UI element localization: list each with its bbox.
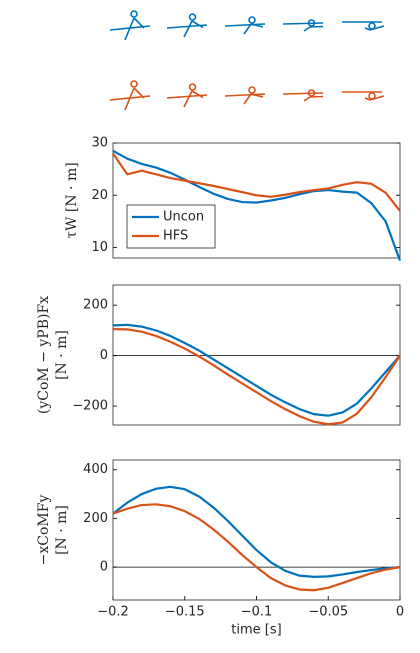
x-tick-label: −0.05: [308, 605, 348, 620]
y-tick-label: 0: [100, 348, 108, 363]
head: [188, 13, 197, 21]
body-line: [224, 23, 266, 27]
stick-figure: [282, 19, 324, 32]
stick-figure: [166, 13, 208, 38]
leg: [364, 97, 371, 101]
head: [248, 86, 256, 94]
y-axis-label: τW [N · m]: [64, 162, 80, 238]
body-line: [282, 92, 324, 95]
x-tick-label: −0.15: [165, 605, 205, 620]
y-tick-label: 400: [83, 462, 108, 477]
leg: [133, 87, 145, 99]
x-axis-label: time [s]: [231, 623, 281, 638]
y-axis-label: [N · m]: [54, 330, 70, 380]
y-tick-label: 200: [83, 511, 108, 526]
leg: [303, 26, 311, 32]
x-tick-label: 0: [396, 605, 404, 620]
stick-figure: [166, 83, 208, 108]
body-line: [282, 22, 324, 25]
head: [188, 83, 197, 91]
y-axis-label: [N · m]: [54, 505, 70, 555]
stick-figure: [342, 91, 385, 101]
head: [248, 16, 256, 24]
leg: [303, 96, 311, 102]
leg: [191, 20, 204, 29]
legend-label: Uncon: [163, 210, 204, 225]
y-tick-label: −200: [72, 399, 108, 414]
stick-figure: [109, 10, 151, 41]
legend-box: [126, 204, 216, 249]
x-tick-label: −0.2: [97, 605, 129, 620]
y-tick-label: 0: [100, 560, 108, 575]
leg: [364, 27, 371, 31]
leg: [243, 93, 252, 105]
stick-figure: [342, 21, 385, 31]
line-series: [112, 328, 401, 426]
head: [130, 80, 138, 88]
leg: [309, 25, 324, 28]
leg: [124, 17, 135, 41]
body-line: [224, 93, 266, 97]
leg: [309, 95, 324, 98]
leg: [133, 17, 145, 29]
head: [307, 89, 316, 97]
leg: [124, 87, 135, 111]
leg: [191, 90, 204, 99]
y-tick-label: 20: [91, 188, 108, 203]
head: [307, 19, 316, 27]
leg: [243, 23, 252, 35]
head: [130, 10, 138, 18]
leg: [183, 20, 193, 38]
stick-figure: [109, 80, 151, 111]
leg: [183, 90, 193, 108]
line-series: [112, 152, 401, 212]
stick-figure: [224, 86, 266, 105]
leg: [250, 93, 264, 98]
line-series: [112, 323, 401, 417]
x-tick-label: −0.1: [241, 605, 273, 620]
head: [368, 92, 376, 100]
stick-figure: [282, 89, 324, 102]
stick-figure: [224, 16, 266, 35]
y-tick-label: 200: [83, 298, 108, 313]
line-series: [112, 485, 401, 578]
head: [368, 22, 376, 30]
axes-box: [112, 142, 401, 259]
y-axis-label: (yCoM − yPB)Fx: [36, 296, 52, 414]
y-tick-label: 30: [91, 136, 108, 151]
legend-label: HFS: [163, 229, 188, 244]
leg: [250, 23, 264, 28]
line-series: [112, 149, 402, 261]
axes-box: [112, 284, 401, 426]
line-series: [112, 503, 401, 592]
y-axis-label: −xCoMFy: [36, 495, 52, 566]
y-tick-label: 10: [91, 240, 108, 255]
